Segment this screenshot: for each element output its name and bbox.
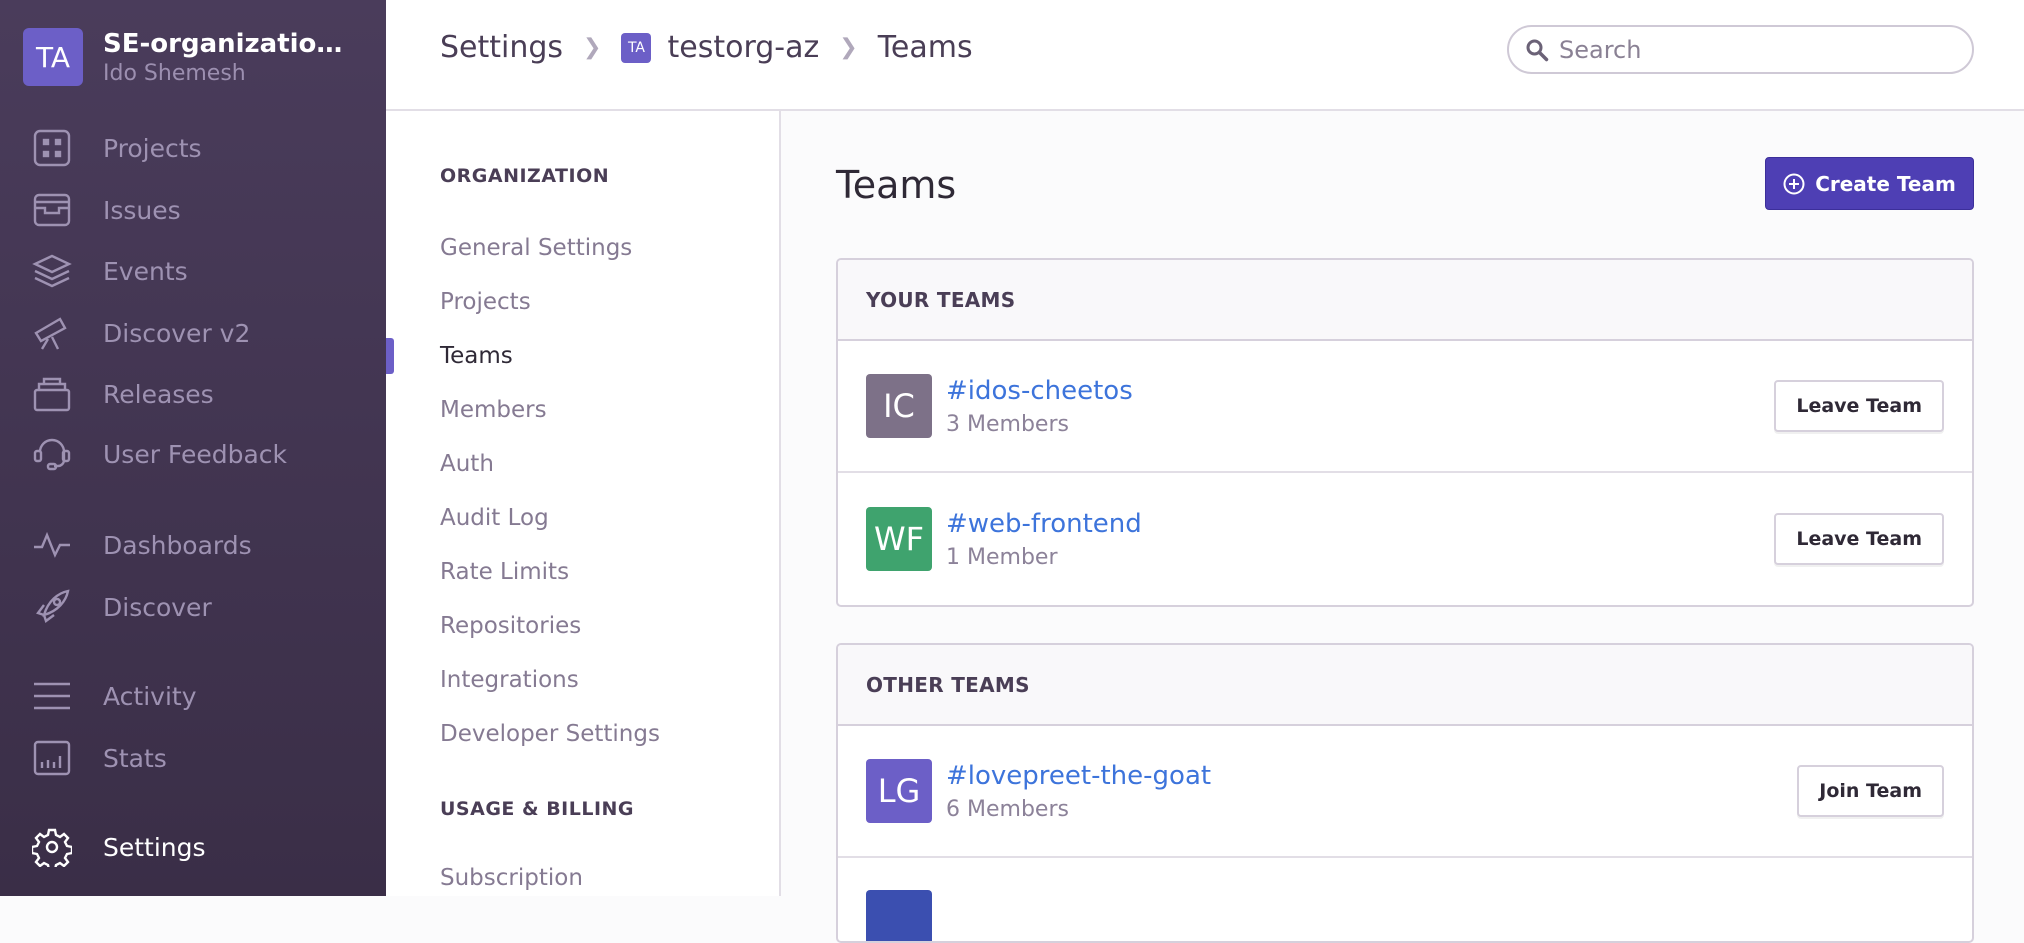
gear-icon bbox=[32, 828, 72, 867]
sidebar-item-label: Discover bbox=[103, 592, 212, 622]
create-team-label: Create Team bbox=[1815, 171, 1956, 196]
team-name-link[interactable]: #idos-cheetos bbox=[946, 375, 1133, 406]
settings-nav: ORGANIZATION General Settings Projects T… bbox=[386, 111, 781, 896]
settings-nav-teams[interactable]: Teams bbox=[440, 343, 513, 369]
bar-chart-icon bbox=[33, 740, 71, 776]
active-indicator bbox=[386, 338, 394, 374]
sidebar-item-label: Discover v2 bbox=[103, 318, 251, 348]
settings-nav-repositories[interactable]: Repositories bbox=[440, 613, 582, 639]
rocket-icon bbox=[36, 589, 70, 623]
sidebar-item-label: Issues bbox=[103, 195, 181, 225]
chevron-right-icon: ❯ bbox=[583, 35, 602, 60]
section-organization: ORGANIZATION bbox=[440, 165, 610, 187]
team-row-partial bbox=[838, 858, 1972, 941]
sidebar-item-label: Events bbox=[103, 256, 188, 286]
sidebar-item-projects[interactable]: Projects bbox=[32, 123, 202, 173]
settings-nav-audit-log[interactable]: Audit Log bbox=[440, 505, 549, 531]
sidebar-item-label: Dashboards bbox=[103, 530, 252, 560]
panel-title: OTHER TEAMS bbox=[838, 645, 1972, 726]
settings-nav-rate-limits[interactable]: Rate Limits bbox=[440, 559, 570, 585]
sidebar-item-label: Stats bbox=[103, 743, 167, 773]
other-teams-panel: OTHER TEAMS LG #lovepreet-the-goat 6 Memb… bbox=[836, 643, 1974, 943]
sidebar-item-settings[interactable]: Settings bbox=[32, 822, 206, 872]
team-row: IC #idos-cheetos 3 Members Leave Team bbox=[838, 341, 1972, 473]
settings-nav-developer-settings[interactable]: Developer Settings bbox=[440, 721, 660, 747]
settings-nav-auth[interactable]: Auth bbox=[440, 451, 494, 477]
list-icon bbox=[34, 682, 70, 710]
sidebar-item-stats[interactable]: Stats bbox=[32, 733, 167, 783]
telescope-icon bbox=[34, 317, 67, 350]
team-name-link[interactable]: #lovepreet-the-goat bbox=[946, 760, 1212, 791]
sidebar-item-discover[interactable]: Discover bbox=[32, 582, 212, 632]
search-icon bbox=[1526, 39, 1549, 61]
breadcrumb-org[interactable]: testorg-az bbox=[667, 30, 820, 65]
org-mini-avatar: TA bbox=[621, 32, 652, 63]
header: Settings ❯ TA testorg-az ❯ Teams bbox=[386, 0, 2024, 111]
team-avatar: WF bbox=[866, 507, 932, 571]
leave-team-button[interactable]: Leave Team bbox=[1774, 380, 1944, 432]
settings-nav-members[interactable]: Members bbox=[440, 397, 547, 423]
breadcrumb: Settings ❯ TA testorg-az ❯ Teams bbox=[440, 30, 973, 65]
settings-nav-projects[interactable]: Projects bbox=[440, 289, 531, 315]
releases-icon bbox=[33, 377, 71, 412]
main-content: Teams Create Team YOUR TEAMS IC #idos-ch… bbox=[781, 111, 2024, 943]
team-avatar: LG bbox=[866, 759, 932, 823]
chevron-right-icon: ❯ bbox=[839, 35, 858, 60]
team-name-link[interactable]: #web-frontend bbox=[946, 508, 1142, 539]
headset-icon bbox=[33, 438, 71, 471]
sidebar-item-dashboards[interactable]: Dashboards bbox=[32, 520, 252, 570]
plus-circle-icon bbox=[1783, 173, 1805, 194]
sidebar-item-label: Settings bbox=[103, 832, 206, 862]
breadcrumb-settings[interactable]: Settings bbox=[440, 30, 564, 65]
sidebar-item-events[interactable]: Events bbox=[32, 246, 188, 296]
layers-icon bbox=[32, 254, 72, 288]
breadcrumb-teams[interactable]: Teams bbox=[877, 30, 973, 65]
org-name: SE-organization... bbox=[103, 28, 353, 59]
sidebar-item-label: Activity bbox=[103, 681, 197, 711]
settings-nav-integrations[interactable]: Integrations bbox=[440, 667, 579, 693]
member-count: 6 Members bbox=[946, 796, 1069, 822]
panel-title: YOUR TEAMS bbox=[838, 260, 1972, 341]
search-box[interactable] bbox=[1507, 25, 1974, 74]
org-switcher[interactable]: TA SE-organization... Ido Shemesh bbox=[23, 28, 353, 86]
issues-icon bbox=[33, 193, 71, 227]
sidebar-item-discover-v2[interactable]: Discover v2 bbox=[32, 308, 250, 358]
org-avatar: TA bbox=[23, 28, 83, 86]
leave-team-button[interactable]: Leave Team bbox=[1774, 513, 1944, 565]
your-teams-panel: YOUR TEAMS IC #idos-cheetos 3 Members Lea… bbox=[836, 258, 1974, 607]
section-usage-billing: USAGE & BILLING bbox=[440, 798, 635, 820]
sidebar-item-releases[interactable]: Releases bbox=[32, 369, 214, 419]
sidebar-item-label: Releases bbox=[103, 379, 214, 409]
settings-nav-general[interactable]: General Settings bbox=[440, 235, 633, 261]
sidebar-item-label: Projects bbox=[103, 133, 202, 163]
member-count: 3 Members bbox=[946, 411, 1069, 437]
sidebar-item-user-feedback[interactable]: User Feedback bbox=[32, 429, 287, 479]
search-input[interactable] bbox=[1559, 35, 1939, 64]
sidebar-item-label: User Feedback bbox=[103, 439, 287, 469]
projects-icon bbox=[33, 129, 71, 167]
team-row: LG #lovepreet-the-goat 6 Members Join Tea… bbox=[838, 726, 1972, 858]
page-title: Teams bbox=[836, 163, 957, 207]
sidebar-item-activity[interactable]: Activity bbox=[32, 671, 197, 721]
sidebar-item-issues[interactable]: Issues bbox=[32, 185, 181, 235]
pulse-icon bbox=[34, 531, 70, 558]
team-row: WF #web-frontend 1 Member Leave Team bbox=[838, 473, 1972, 605]
member-count: 1 Member bbox=[946, 544, 1058, 570]
sidebar: TA SE-organization... Ido Shemesh Projec… bbox=[0, 0, 386, 896]
user-name: Ido Shemesh bbox=[103, 60, 246, 86]
team-avatar bbox=[866, 890, 932, 941]
join-team-button[interactable]: Join Team bbox=[1797, 765, 1944, 817]
settings-nav-subscription[interactable]: Subscription bbox=[440, 865, 583, 891]
create-team-button[interactable]: Create Team bbox=[1765, 157, 1974, 210]
team-avatar: IC bbox=[866, 374, 932, 438]
